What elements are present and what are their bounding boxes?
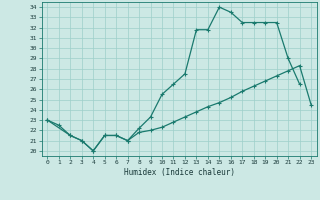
X-axis label: Humidex (Indice chaleur): Humidex (Indice chaleur) (124, 168, 235, 177)
